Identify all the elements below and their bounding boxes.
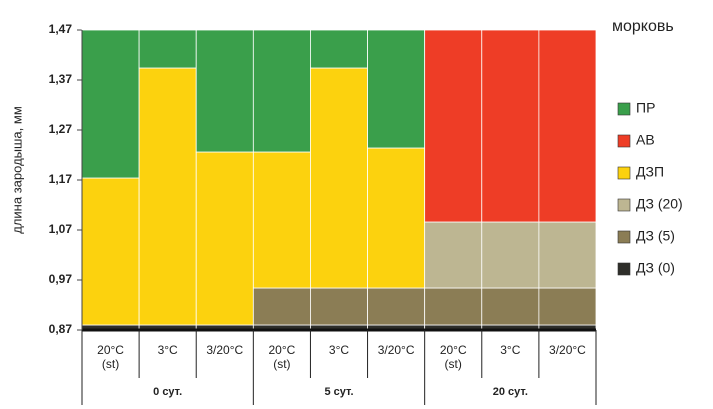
bar-segment — [424, 221, 483, 289]
bar-segment — [538, 29, 597, 223]
y-tick-label: 1,27 — [49, 122, 73, 136]
bar-segment — [481, 287, 540, 326]
legend-label: ПР — [636, 100, 655, 116]
x-tick-label: 20°C (st) — [439, 343, 467, 371]
y-tick-label: 1,37 — [49, 72, 73, 86]
x-tick-label: 3/20°C — [549, 343, 586, 357]
x-tick-label: 20°C (st) — [97, 343, 124, 371]
chart-title: морковь — [612, 18, 674, 35]
group-label: 0 сут. — [153, 386, 182, 398]
bar-segment — [195, 29, 254, 153]
y-tick-label: 1,17 — [49, 172, 73, 186]
bar-segment — [195, 151, 254, 326]
legend-swatch — [617, 102, 631, 116]
bar-segment — [538, 221, 597, 289]
bar-segment — [138, 67, 197, 326]
bar-segment — [138, 29, 197, 69]
legend-label: ДЗ (20) — [636, 196, 683, 212]
y-tick-label: 1,47 — [49, 22, 73, 36]
bar-segment — [310, 67, 368, 289]
x-tick-label: 3°C — [500, 343, 521, 357]
y-tick-label: 0,97 — [49, 272, 73, 286]
bar-segment — [81, 29, 140, 179]
legend-label: АВ — [636, 132, 655, 148]
bar-segment — [367, 147, 426, 289]
bar-segment — [310, 287, 368, 326]
legend-swatch — [617, 198, 631, 212]
group-label: 20 сут. — [493, 386, 528, 398]
y-tick-label: 0,87 — [49, 322, 73, 336]
x-tick-label: 3/20°C — [377, 343, 415, 357]
group-label: 5 сут. — [324, 386, 353, 398]
bar-segment — [424, 29, 483, 223]
bar-segment — [481, 221, 540, 289]
legend-swatch — [617, 134, 631, 148]
y-tick-label: 1,07 — [49, 222, 73, 236]
bar-segment — [424, 287, 483, 326]
bar-segment — [481, 29, 540, 223]
legend-label: ДЗ (5) — [636, 228, 675, 244]
x-tick-label: 3°C — [157, 343, 178, 357]
legend-swatch — [617, 230, 631, 244]
legend-swatch — [617, 262, 631, 276]
x-tick-label: 3/20°C — [206, 343, 244, 357]
legend-swatch — [617, 166, 631, 180]
bar-segment — [252, 29, 311, 153]
bar-segment — [538, 287, 597, 326]
y-axis-label: длина зародыша, мм — [9, 106, 24, 234]
x-tick-label: 3°C — [328, 343, 350, 357]
bar-segment — [310, 29, 368, 69]
legend-label: ДЗ (0) — [636, 260, 675, 276]
bar-segment — [367, 29, 426, 149]
bar-segment — [252, 151, 311, 289]
legend-label: ДЗП — [636, 164, 664, 180]
bar-segment — [81, 177, 140, 326]
bar-segment — [367, 287, 426, 326]
bar-segment — [252, 287, 311, 326]
x-tick-label: 20°C (st) — [268, 343, 296, 371]
